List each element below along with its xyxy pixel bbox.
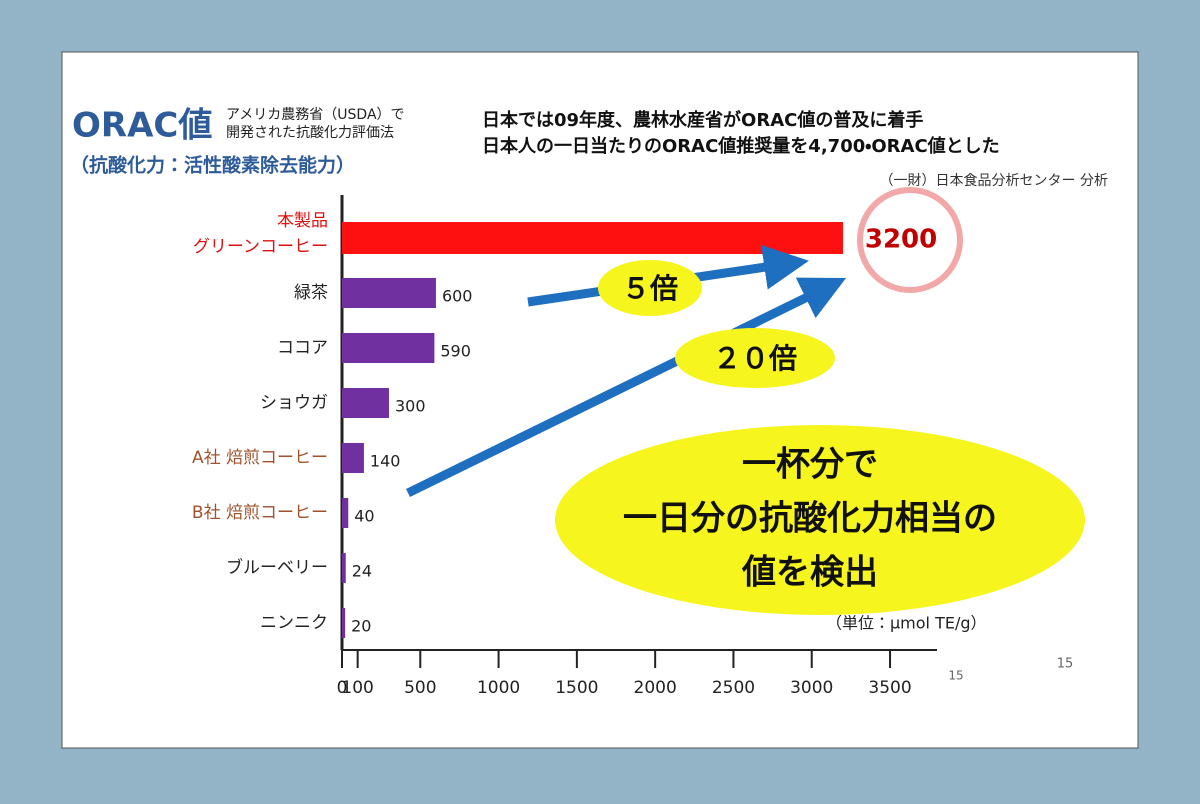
bar xyxy=(342,498,349,528)
callout-text: 値を検出 xyxy=(741,553,878,593)
source: （一財）日本食品分析センター 分析 xyxy=(880,173,1108,189)
category-label: ブルーベリー xyxy=(226,557,328,578)
x-tick-label: 2500 xyxy=(712,678,755,698)
bar xyxy=(342,333,435,363)
value-label: 590 xyxy=(440,342,471,361)
x-tick-label: 1500 xyxy=(555,678,598,698)
x-tick-label: 3500 xyxy=(868,678,911,698)
x-tick-label: 100 xyxy=(341,678,373,698)
headline: 日本では09年度、農林水産省がORAC値の普及に着手 xyxy=(482,109,923,131)
category-label: A社 焙煎コーヒー xyxy=(192,448,328,468)
arrow xyxy=(406,277,847,498)
callout-text: 一日分の抗酸化力相当の xyxy=(623,499,997,539)
ratio-text: ２０倍 xyxy=(713,342,797,375)
x-tick-label: 3000 xyxy=(790,678,833,698)
category-label: 本製品グリーンコーヒー xyxy=(193,211,328,257)
value-label: 20 xyxy=(351,617,371,636)
value-label: 40 xyxy=(354,507,374,526)
value-label: 3200 xyxy=(865,225,937,255)
callout xyxy=(555,425,1085,615)
x-tick-label: 0 xyxy=(337,678,348,698)
category-label: ココア xyxy=(277,338,328,358)
value-label: 140 xyxy=(370,452,401,471)
title-note: 開発された抗酸化力評価法 xyxy=(226,125,394,141)
category-label: 緑茶 xyxy=(294,283,328,303)
category-label: ニンニク xyxy=(260,613,328,633)
ratio-badge xyxy=(675,328,835,388)
bar xyxy=(342,608,346,638)
title-note: アメリカ農務省（USDA）で xyxy=(226,107,405,123)
value-label: 600 xyxy=(442,287,473,306)
callout-text: 一杯分で xyxy=(742,445,878,485)
bar xyxy=(342,222,844,254)
category-label: B社 焙煎コーヒー xyxy=(192,503,328,523)
bar xyxy=(342,553,346,583)
category-label: ショウガ xyxy=(260,393,328,413)
bar xyxy=(342,388,389,418)
value-label: 24 xyxy=(352,562,372,581)
value-label: 300 xyxy=(395,397,426,416)
subtitle: （抗酸化力：活性酸素除去能力） xyxy=(70,154,355,177)
bar xyxy=(342,278,436,308)
x-tick-label: 1000 xyxy=(477,678,520,698)
page-number: 15 xyxy=(1057,657,1074,672)
title: ORAC値 xyxy=(72,106,212,146)
ratio-text: ５倍 xyxy=(622,272,678,305)
highlight-circle xyxy=(857,187,963,293)
headline: 日本人の一日当たりのORAC値推奨量を4,700・ORAC値とした xyxy=(482,135,1000,157)
page-number: 15 xyxy=(948,669,963,683)
bar xyxy=(342,443,364,473)
x-tick-label: 500 xyxy=(404,678,436,698)
ratio-badge xyxy=(598,260,702,316)
unit: （単位：µmol TE/g） xyxy=(826,614,987,633)
x-tick-label: 2000 xyxy=(634,678,677,698)
